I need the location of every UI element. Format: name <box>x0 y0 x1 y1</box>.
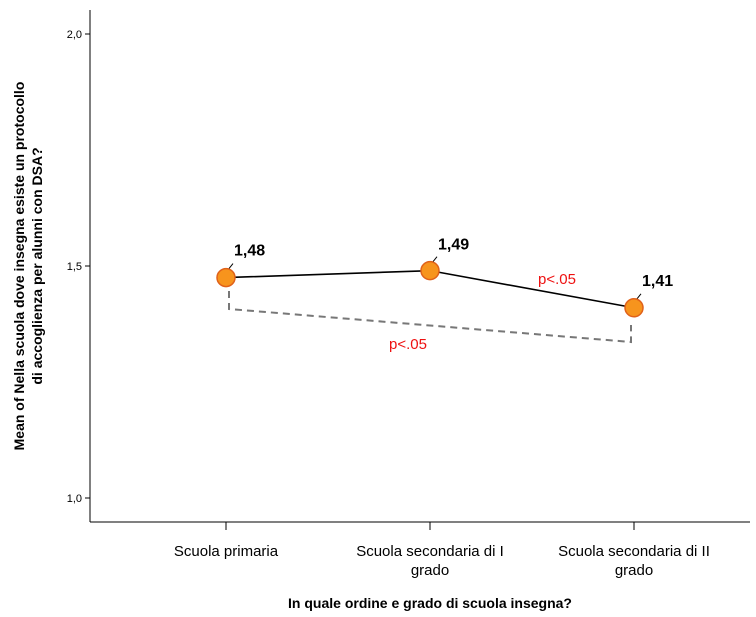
y-tick-label: 2,0 <box>67 29 82 41</box>
y-axis-title: di accoglienza per alunni con DSA? <box>29 147 45 384</box>
x-tick-label: Scuola secondaria di II <box>558 543 710 560</box>
data-label-leader <box>228 263 234 269</box>
x-tick-label: grado <box>615 562 653 579</box>
data-point-marker <box>624 298 644 318</box>
significance-label-secondaria-i-vs-ii: p<.05 <box>538 271 576 288</box>
data-label-leader <box>636 293 642 300</box>
data-label-leader <box>432 256 438 262</box>
y-axis-title: Mean of Nella scuola dove insegna esiste… <box>11 82 27 451</box>
data-label: 1,41 <box>642 273 673 290</box>
data-label: 1,48 <box>234 243 265 260</box>
data-point-marker <box>216 267 236 288</box>
x-tick-label: grado <box>411 562 449 579</box>
x-tick-label: Scuola secondaria di I <box>356 543 504 560</box>
significance-bracket <box>228 291 632 344</box>
x-tick-label: Scuola primaria <box>174 543 279 560</box>
significance-label-primaria-vs-secondaria-ii: p<.05 <box>389 336 427 353</box>
y-tick-label: 1,0 <box>67 493 82 505</box>
x-axis-title: In quale ordine e grado di scuola insegn… <box>288 595 572 611</box>
data-point-marker <box>420 260 440 281</box>
y-tick-label: 1,5 <box>67 261 82 273</box>
data-label: 1,49 <box>438 237 469 254</box>
